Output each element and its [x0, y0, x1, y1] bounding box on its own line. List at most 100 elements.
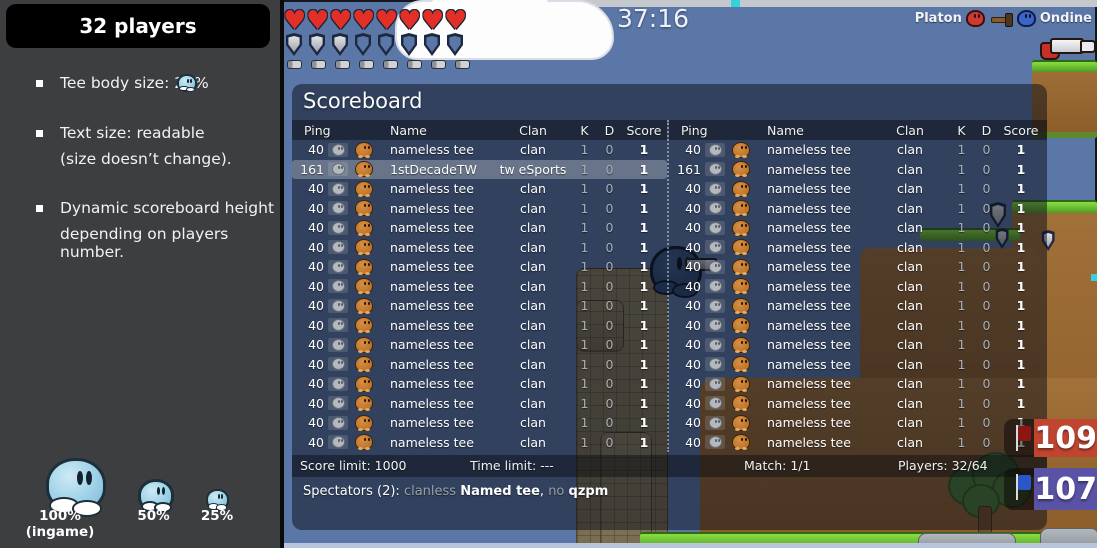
armor-pickup-icon [1040, 230, 1056, 251]
gray-tee-glyph [708, 416, 722, 429]
player-ping: 40 [685, 239, 701, 255]
avatar-cell [727, 414, 755, 431]
scoreboard-row: 40 nameless tee clan 1 0 1 [292, 413, 667, 433]
scoreboard-row: 40 nameless tee clan 1 0 1 [669, 394, 1047, 414]
blue-flag-icon [1018, 475, 1031, 490]
flag-cell [326, 181, 350, 196]
shield-icon [307, 33, 327, 56]
tee-eye [77, 470, 84, 485]
heart-icon: ♥ [398, 6, 422, 36]
player-clan: clan [520, 298, 546, 314]
flag-cell [326, 396, 350, 411]
player-deaths: 0 [605, 298, 614, 314]
country-flag-icon [328, 298, 348, 313]
shield-icon [353, 33, 373, 56]
tee-avatar-icon [355, 375, 373, 392]
avatar-cell [727, 356, 755, 373]
spectator-name: qzpm [568, 484, 609, 499]
avatar-cell [350, 200, 378, 217]
heart-icon: ♥ [421, 6, 445, 36]
gray-tee-glyph [331, 182, 345, 195]
player-score: 1 [1016, 298, 1026, 314]
player-score: 1 [639, 298, 649, 314]
shield-icon [376, 33, 396, 56]
tee-eye [221, 494, 224, 500]
player-deaths: 0 [605, 415, 614, 431]
flagpole [1016, 425, 1018, 451]
avatar-cell [350, 395, 378, 412]
heart-icon: ♥ [283, 6, 307, 36]
scoreboard-row: 40 nameless tee clan 1 0 1 [669, 296, 1047, 316]
flag-cell [326, 259, 350, 274]
country-flag-icon [705, 435, 725, 450]
player-deaths: 0 [605, 200, 614, 216]
tee-avatar-icon [732, 278, 750, 295]
header-score: Score [626, 122, 662, 138]
player-score: 1 [1016, 200, 1026, 216]
gray-tee-glyph [331, 358, 345, 371]
player-ping: 40 [685, 337, 701, 353]
player-ping: 40 [685, 298, 701, 314]
player-clan: clan [520, 278, 546, 294]
player-deaths: 0 [982, 220, 991, 236]
match-label: Match: 1/1 [744, 458, 811, 473]
player-kills: 1 [580, 220, 589, 236]
player-ping: 40 [308, 259, 324, 275]
player-clan: clan [520, 200, 546, 216]
avatar-cell [727, 278, 755, 295]
avatar-cell [727, 161, 755, 178]
scoreboard-row: 40 nameless tee clan 1 0 1 [292, 238, 667, 258]
player-name: nameless tee [390, 181, 474, 197]
header-name: Name [767, 122, 804, 138]
tee-avatar-icon [732, 317, 750, 334]
player-clan: clan [897, 434, 923, 450]
player-kills: 1 [957, 298, 966, 314]
player-clan: clan [520, 337, 546, 353]
scoreboard-row: 40 nameless tee clan 1 0 1 [669, 374, 1047, 394]
player-name: nameless tee [390, 259, 474, 275]
scoreboard-columns: Ping Name Clan K D Score 40 nameless tee… [292, 120, 1047, 452]
tee-avatar-icon [355, 395, 373, 412]
country-flag-icon [328, 415, 348, 430]
ammo-bar [287, 60, 479, 69]
scoreboard-row: 40 nameless tee clan 1 0 1 [292, 140, 667, 160]
flag-cell [703, 396, 727, 411]
avatar-cell [350, 180, 378, 197]
flag-cell [326, 337, 350, 352]
tee-eye [86, 470, 93, 485]
scoreboard-row: 40 nameless tee clan 1 0 1 [669, 433, 1047, 453]
red-team-score-banner: 109 [1004, 419, 1097, 457]
player-name: 1stDecadeTW [390, 161, 477, 177]
player-deaths: 0 [605, 337, 614, 353]
flag-cell [326, 220, 350, 235]
scoreboard-row: 40 nameless tee clan 1 0 1 [669, 413, 1047, 433]
player-kills: 1 [957, 239, 966, 255]
column-header: Ping Name Clan K D Score [292, 120, 667, 140]
sample-label-100: 100% (ingame) [25, 508, 95, 540]
bullet-icon [455, 60, 470, 69]
player-score: 1 [639, 337, 649, 353]
scoreboard-column-left: Ping Name Clan K D Score 40 nameless tee… [292, 120, 667, 452]
player-clan: clan [520, 356, 546, 372]
hammer-icon [989, 11, 1013, 27]
red-team-score: 109 [1034, 419, 1097, 457]
bullet-icon [359, 60, 374, 69]
country-flag-icon [705, 376, 725, 391]
gray-tee-glyph [708, 436, 722, 449]
player-score: 1 [639, 181, 649, 197]
heart-icon: ♥ [352, 6, 376, 36]
player-name: nameless tee [767, 376, 851, 392]
player-deaths: 0 [605, 259, 614, 275]
flag-cell [703, 376, 727, 391]
avatar-cell [350, 336, 378, 353]
country-flag-icon [705, 162, 725, 177]
player-deaths: 0 [982, 278, 991, 294]
player-clan: clan [897, 356, 923, 372]
scoreboard-rows-right: 40 nameless tee clan 1 0 1 161 nameless … [669, 140, 1047, 452]
player-name: nameless tee [767, 415, 851, 431]
avatar-cell [350, 239, 378, 256]
player-kills: 1 [580, 259, 589, 275]
tee-avatar-icon [355, 219, 373, 236]
player-name: nameless tee [390, 434, 474, 450]
player-kills: 1 [957, 259, 966, 275]
